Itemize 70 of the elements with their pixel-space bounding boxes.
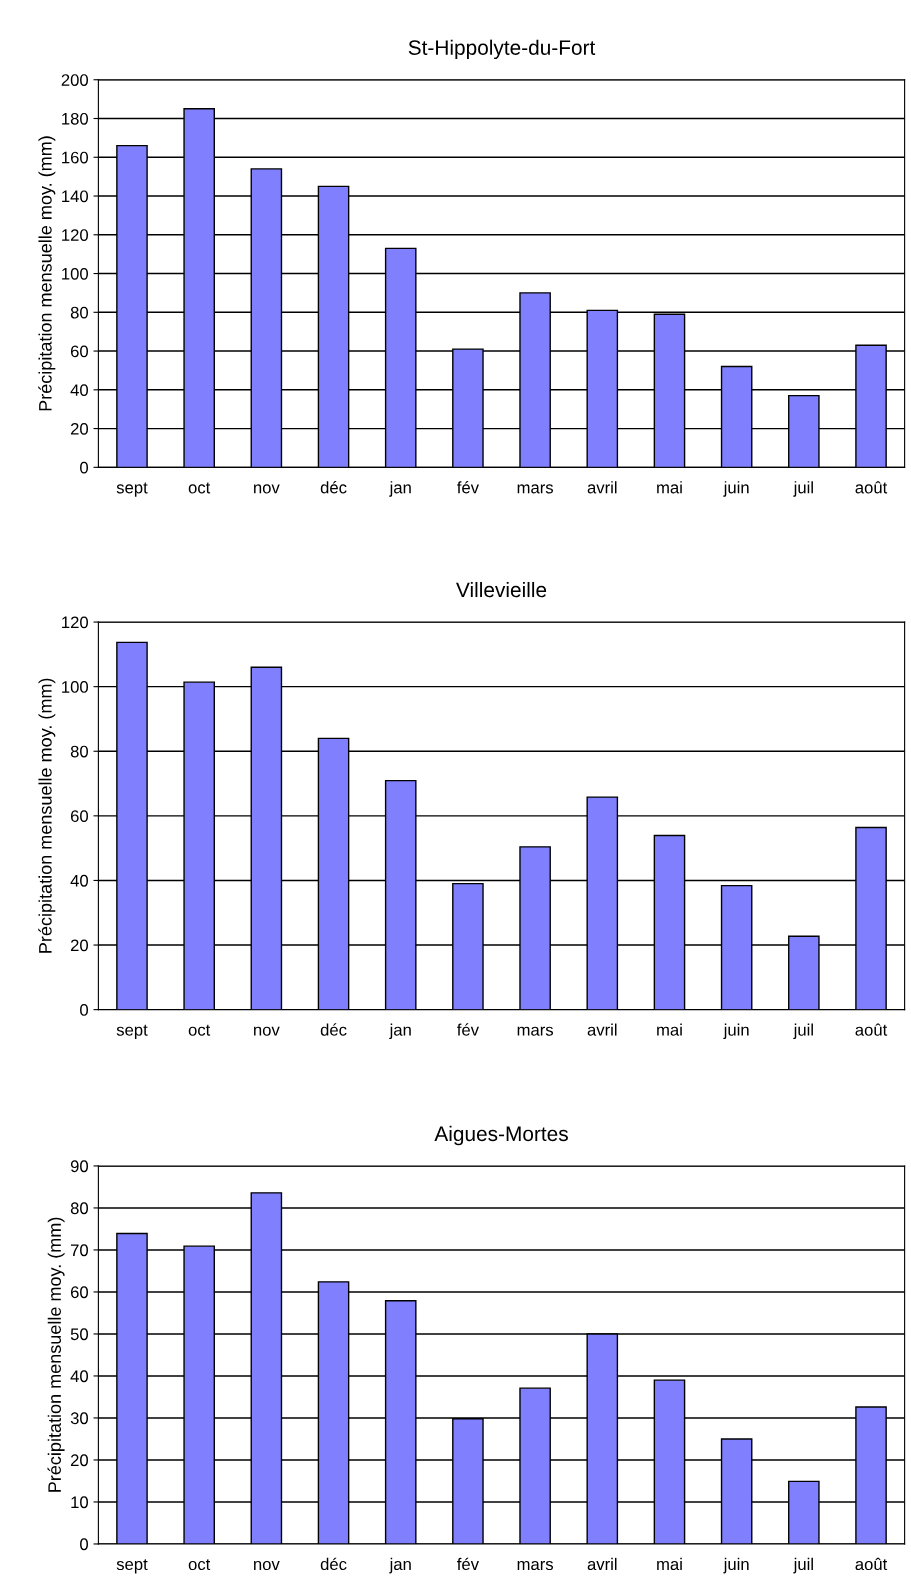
y-tick-label: 80 xyxy=(70,745,89,758)
y-tick-label: 80 xyxy=(70,1202,89,1215)
x-tick-label: mars xyxy=(517,1560,554,1571)
y-tick-label: 120 xyxy=(62,616,89,629)
x-tick-label: déc xyxy=(320,1023,347,1036)
y-tick-label: 90 xyxy=(70,1160,89,1173)
y-tick-label: 100 xyxy=(62,681,89,693)
x-tick-label: juin xyxy=(723,1023,749,1040)
x-tick-label: sept xyxy=(116,482,148,497)
x-tick-label: sept xyxy=(116,1024,148,1040)
x-tick-label: fév xyxy=(457,1023,479,1036)
x-tick-label: oct xyxy=(188,482,211,494)
y-tick-label: 40 xyxy=(70,384,89,397)
y-tick-label: 0 xyxy=(80,461,89,474)
y-tick-label: 70 xyxy=(70,1244,89,1257)
y-tick-label: 30 xyxy=(70,1412,89,1425)
y-tick-label: 140 xyxy=(62,190,89,203)
y-tick-label: 20 xyxy=(70,1454,89,1467)
y-axis-title: Précipitation mensuelle moy. (mm) xyxy=(47,1217,65,1492)
x-tick-label: mai xyxy=(657,481,682,494)
y-axis-title: Précipitation mensuelle moy. (mm) xyxy=(38,136,56,411)
x-tick-label: avril xyxy=(587,481,617,494)
x-tick-label: août xyxy=(855,1557,888,1571)
x-tick-label: oct xyxy=(188,1024,211,1036)
y-tick-label: 160 xyxy=(62,151,89,164)
y-tick-label: 60 xyxy=(70,345,89,358)
x-tick-label: mai xyxy=(657,1557,682,1571)
y-tick-label: 40 xyxy=(70,874,89,887)
x-tick-label: juin xyxy=(723,1557,749,1574)
y-tick-label: 50 xyxy=(70,1328,89,1341)
y-tick-label: 10 xyxy=(71,1496,89,1509)
y-tick-label: 200 xyxy=(61,74,89,86)
chart-title: Villevieille xyxy=(456,581,547,598)
y-tick-label: 0 xyxy=(80,1004,89,1016)
y-tick-label: 0 xyxy=(80,1538,89,1551)
x-tick-label: nov xyxy=(254,1026,280,1036)
x-tick-label: mars xyxy=(517,1026,554,1036)
x-tick-label: août xyxy=(855,481,888,494)
x-tick-label: avril xyxy=(587,1557,617,1571)
x-tick-label: nov xyxy=(254,1560,280,1571)
chart-title: St-Hippolyte-du-Fort xyxy=(408,39,596,60)
x-tick-label: juin xyxy=(723,481,749,497)
x-tick-label: sept xyxy=(116,1559,148,1574)
x-tick-label: jan xyxy=(389,1557,411,1574)
x-tick-label: déc xyxy=(320,1557,347,1571)
x-tick-label: mars xyxy=(517,484,554,494)
y-tick-label: 60 xyxy=(70,810,89,823)
x-tick-label: juil xyxy=(793,481,813,497)
x-tick-label: déc xyxy=(320,481,347,494)
x-tick-label: fév xyxy=(457,481,479,494)
x-tick-label: juil xyxy=(793,1557,813,1574)
x-tick-label: avril xyxy=(587,1023,617,1036)
y-tick-label: 80 xyxy=(70,306,89,319)
x-tick-label: nov xyxy=(254,484,280,494)
x-tick-label: oct xyxy=(188,1559,211,1571)
x-tick-label: fév xyxy=(457,1557,479,1571)
y-tick-label: 60 xyxy=(70,1286,89,1299)
x-tick-label: jan xyxy=(389,1023,411,1040)
y-tick-label: 40 xyxy=(70,1370,89,1383)
y-axis-title: Précipitation mensuelle moy. (mm) xyxy=(38,678,56,953)
chart-title: Aigues-Mortes xyxy=(434,1125,568,1146)
y-tick-label: 180 xyxy=(62,112,89,125)
y-tick-label: 20 xyxy=(70,422,89,435)
y-tick-label: 20 xyxy=(70,939,89,952)
y-tick-label: 100 xyxy=(62,267,89,280)
x-tick-label: juil xyxy=(793,1023,813,1040)
y-tick-label: 120 xyxy=(62,229,89,241)
x-tick-label: août xyxy=(855,1023,888,1036)
x-tick-label: jan xyxy=(389,481,411,497)
x-tick-label: mai xyxy=(657,1023,682,1036)
